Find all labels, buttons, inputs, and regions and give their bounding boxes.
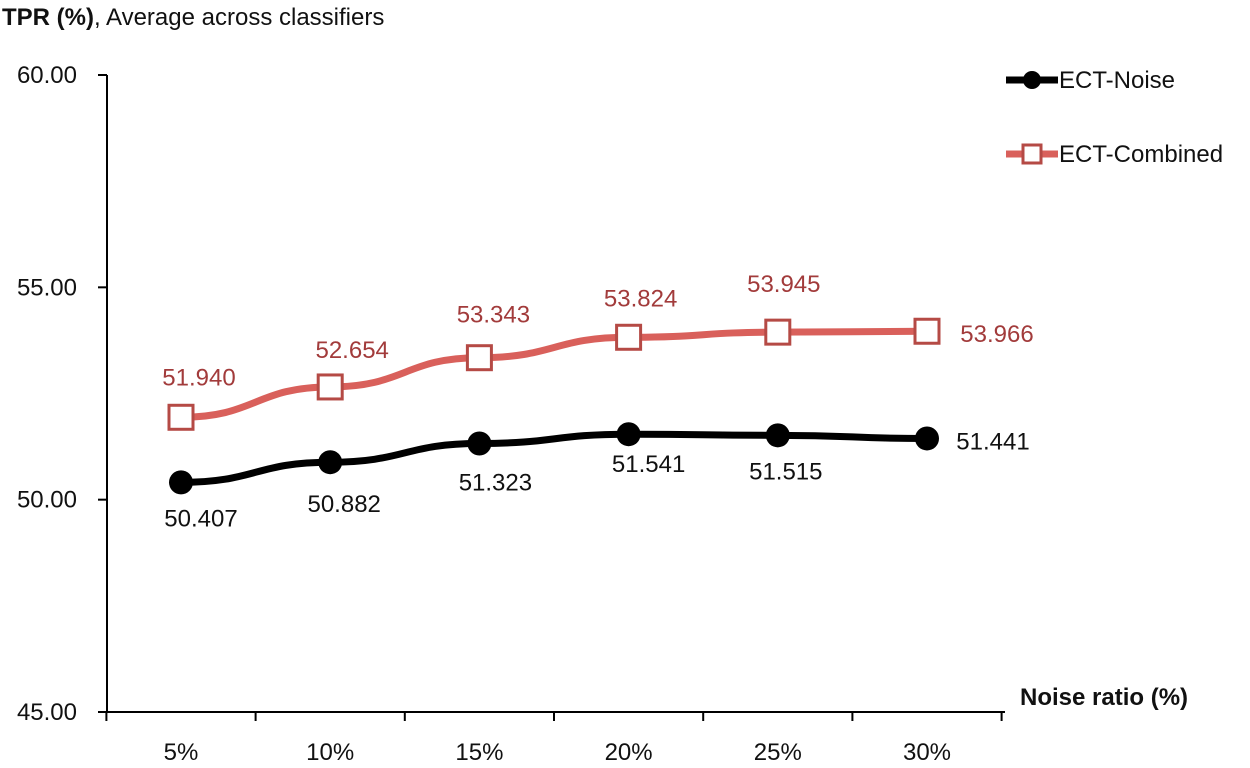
data-point-ect-combined bbox=[764, 318, 792, 346]
data-label-ect-combined: 52.654 bbox=[315, 337, 388, 364]
x-tick-label: 30% bbox=[903, 739, 951, 766]
data-label-ect-combined: 51.940 bbox=[162, 364, 235, 391]
x-tick-label: 25% bbox=[754, 739, 802, 766]
legend-item-ect-noise: ECT-Noise bbox=[1004, 62, 1250, 98]
data-label-ect-noise: 50.407 bbox=[164, 505, 237, 532]
legend-swatch-ect-noise bbox=[1006, 71, 1058, 89]
data-label-ect-combined: 53.824 bbox=[604, 285, 677, 312]
data-point-ect-combined bbox=[316, 373, 344, 401]
x-tick-label: 20% bbox=[605, 739, 653, 766]
legend: ECT-Noise ECT-Combined bbox=[1004, 62, 1250, 210]
data-point-ect-noise bbox=[169, 470, 193, 495]
data-point-ect-noise bbox=[467, 431, 492, 456]
data-label-ect-combined: 53.343 bbox=[457, 302, 530, 329]
data-point-ect-combined bbox=[465, 344, 493, 372]
series-markers bbox=[167, 317, 941, 495]
data-point-ect-combined bbox=[913, 317, 941, 345]
x-axis-label: Noise ratio (%) bbox=[1020, 684, 1189, 711]
data-label-ect-noise: 51.515 bbox=[749, 458, 822, 485]
y-tick-label: 50.00 bbox=[17, 487, 77, 514]
data-point-ect-noise bbox=[616, 422, 641, 447]
y-tick-label: 55.00 bbox=[17, 274, 77, 301]
chart-axes: 45.00 50.00 55.00 60.00 5% 10% 15% 20% 25% 30% bbox=[17, 62, 1005, 766]
data-point-ect-combined bbox=[167, 403, 195, 431]
x-tick-label: 15% bbox=[455, 739, 503, 766]
data-label-ect-noise: 50.882 bbox=[307, 491, 380, 518]
series-line-ect-combined bbox=[177, 327, 931, 421]
data-point-ect-noise bbox=[318, 450, 343, 475]
data-label-ect-noise: 51.441 bbox=[956, 428, 1029, 455]
data-point-ect-combined bbox=[615, 323, 643, 351]
x-tick-label: 5% bbox=[164, 739, 199, 766]
data-label-ect-combined: 53.966 bbox=[960, 321, 1033, 348]
chart-title-rest: , Average across classifiers bbox=[94, 4, 385, 31]
series-line-ect-noise bbox=[177, 430, 931, 486]
series-lines bbox=[177, 327, 931, 486]
data-point-ect-noise bbox=[915, 426, 939, 451]
y-tick-label: 60.00 bbox=[17, 62, 77, 89]
chart-title-bold: TPR (%) bbox=[2, 4, 94, 31]
legend-label-ect-noise: ECT-Noise bbox=[1059, 67, 1176, 94]
data-label-ect-noise: 51.323 bbox=[459, 469, 532, 496]
data-label-ect-combined: 53.945 bbox=[747, 271, 820, 298]
x-tick-label: 10% bbox=[306, 739, 354, 766]
data-labels: 50.407 50.882 51.323 51.541 51.515 51.441 51.9… bbox=[162, 271, 1033, 532]
y-tick-label: 45.00 bbox=[17, 699, 77, 726]
legend-label-ect-combined: ECT-Combined bbox=[1059, 141, 1224, 168]
chart-title: TPR (%), Average across classifiers bbox=[2, 4, 384, 32]
legend-swatch-ect-combined bbox=[1006, 143, 1058, 165]
data-point-ect-noise bbox=[765, 423, 790, 448]
legend-item-ect-combined: ECT-Combined bbox=[1004, 136, 1250, 172]
data-label-ect-noise: 51.541 bbox=[612, 451, 685, 478]
